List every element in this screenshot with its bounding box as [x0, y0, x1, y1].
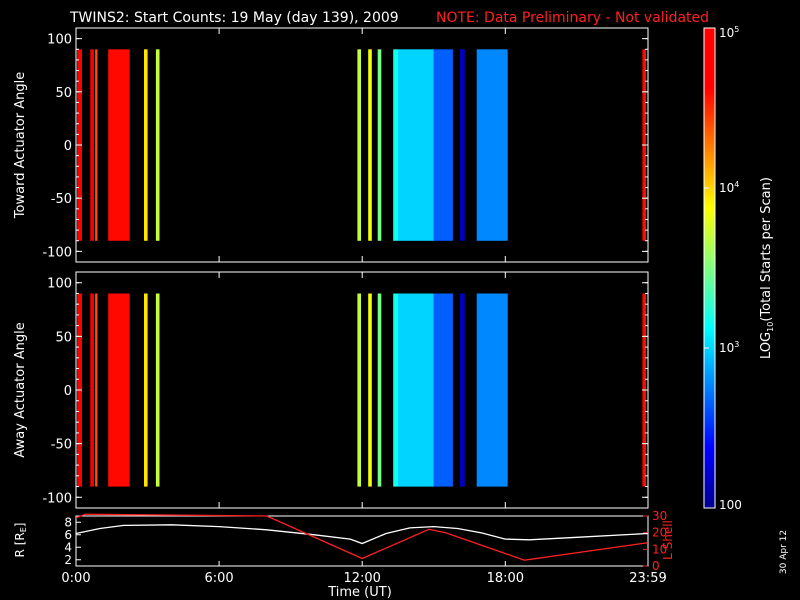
- heatmap-column: [95, 293, 98, 487]
- y-tick-label: 0: [64, 384, 72, 399]
- x-tick-label: 23:59: [629, 571, 666, 586]
- heatmap-column: [144, 49, 148, 241]
- y-tick-label: -100: [42, 491, 72, 506]
- heatmap-column: [90, 293, 94, 487]
- heatmap-column: [155, 293, 160, 487]
- r-tick-label: 6: [64, 528, 72, 542]
- colorbar-label: LOG10(Total Starts per Scan): [759, 177, 775, 359]
- lshell-tick-label: 30: [652, 509, 667, 523]
- heatmap-column: [155, 49, 160, 241]
- heatmap-column: [377, 293, 382, 487]
- lshell-tick-label: 10: [652, 542, 667, 556]
- away-heatmap-panel: 100 50 0 -50 -100: [42, 271, 649, 509]
- heatmap-column: [398, 293, 434, 487]
- y-tick-label: 50: [55, 86, 72, 101]
- heatmap-column: [368, 293, 372, 487]
- heatmap-column: [377, 49, 382, 241]
- lshell-tick-label: 0: [652, 559, 660, 573]
- heatmap-column: [95, 49, 98, 241]
- heatmap-column: [433, 293, 453, 487]
- panel-frame: [75, 27, 649, 263]
- heatmap-column: [144, 293, 148, 487]
- date-stamp: 30 Apr 12: [779, 530, 789, 574]
- panel-frame: [75, 271, 649, 509]
- heatmap-column: [393, 49, 398, 241]
- heatmap-column: [433, 49, 453, 241]
- y-tick-label: 100: [47, 277, 72, 292]
- r-tick-label: 8: [64, 515, 72, 529]
- heatmap-column: [460, 49, 465, 241]
- lshell-axis-label: L Shell: [661, 520, 675, 560]
- x-tick-label: 6:00: [204, 571, 233, 586]
- lshell-line: [75, 513, 648, 561]
- chart-title: TWINS2: Start Counts: 19 May (day 139), …: [69, 10, 399, 26]
- y-tick-label: -100: [42, 245, 72, 260]
- colorbar-tick-label: 103: [719, 340, 739, 355]
- heatmap-column: [476, 293, 508, 487]
- heatmap-column: [398, 49, 434, 241]
- colorbar-tick-label: 105: [719, 25, 739, 40]
- heatmap-column: [368, 49, 372, 241]
- y-tick-label: 100: [47, 33, 72, 48]
- y-tick-label: -50: [51, 438, 72, 453]
- colorbar: [703, 27, 716, 509]
- y-tick-label: 50: [55, 330, 72, 345]
- colorbar-tick-label: 100: [719, 498, 742, 512]
- x-tick-label: 12:00: [343, 571, 380, 586]
- toward-ylabel: Toward Actuator Angle: [13, 72, 28, 219]
- away-ylabel: Away Actuator Angle: [13, 322, 28, 457]
- heatmap-column: [108, 49, 130, 241]
- r-axis-label: R [RE]: [13, 523, 28, 558]
- preliminary-note: NOTE: Data Preliminary - Not validated: [436, 10, 709, 26]
- y-tick-label: -50: [51, 192, 72, 207]
- heatmap-column: [460, 293, 465, 487]
- heatmap-column: [90, 49, 94, 241]
- x-tick-label: 18:00: [487, 571, 524, 586]
- colorbar-tick-label: 104: [719, 180, 739, 195]
- heatmap-column: [357, 49, 361, 241]
- r-tick-label: 4: [64, 540, 72, 554]
- heatmap-column: [108, 293, 130, 487]
- lshell-tick-label: 20: [652, 526, 667, 540]
- x-axis-label: Time (UT): [327, 585, 392, 600]
- heatmap-column: [476, 49, 508, 241]
- y-tick-label: 0: [64, 139, 72, 154]
- r-distance-line: [75, 524, 648, 545]
- heatmap-column: [357, 293, 361, 487]
- x-tick-label: 0:00: [61, 571, 90, 586]
- toward-heatmap-panel: 100 50 0 -50 -100: [42, 27, 649, 263]
- r-tick-label: 2: [64, 553, 72, 567]
- heatmap-column: [393, 293, 398, 487]
- colorbar-ticks: 100 103 104 105: [704, 25, 742, 512]
